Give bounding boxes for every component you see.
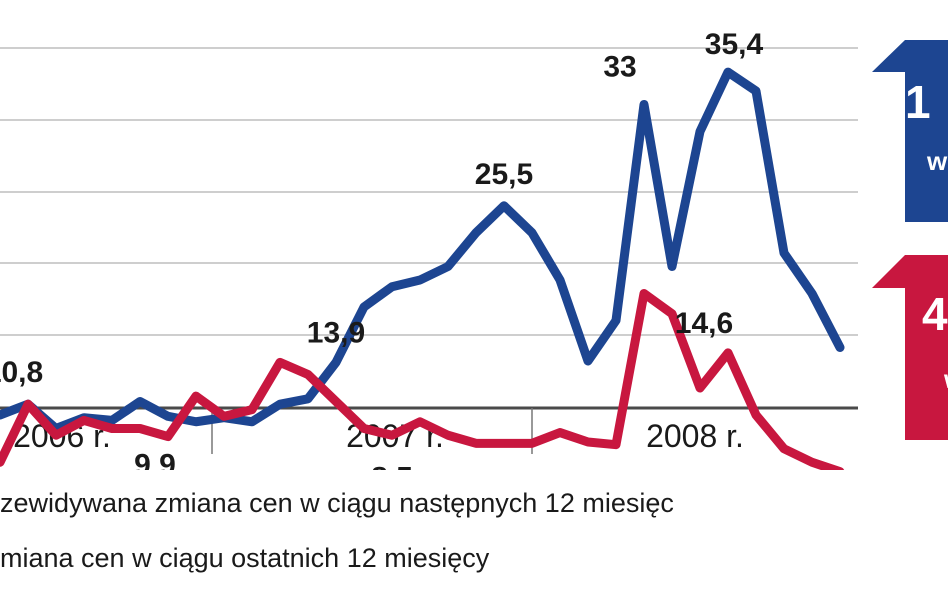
side-badge-subtext: w bbox=[926, 146, 948, 176]
gridlines bbox=[0, 47, 858, 336]
side-badges: 1 w 4 w bbox=[872, 40, 948, 440]
data-labels: 10,89,913,98,525,57,93314,635,4 bbox=[0, 28, 764, 470]
side-badge-1 bbox=[872, 255, 948, 440]
data-label: 25,5 bbox=[475, 158, 533, 191]
data-label: 33 bbox=[603, 51, 636, 84]
legend-blue-series-label: zewidywana zmiana cen w ciągu następnych… bbox=[0, 488, 674, 518]
data-label: 8,5 bbox=[371, 461, 413, 470]
legend-red-series-label: miana cen w ciągu ostatnich 12 miesięcy bbox=[0, 543, 490, 573]
data-label: 14,6 bbox=[675, 307, 733, 340]
side-badge-subtext: w bbox=[943, 364, 948, 394]
data-label: 35,4 bbox=[705, 28, 764, 61]
side-badge-value: 1 bbox=[905, 76, 931, 128]
side-badge-0 bbox=[872, 40, 948, 222]
side-badge-value: 4 bbox=[922, 288, 948, 340]
series-layer bbox=[0, 67, 845, 470]
period-label: 2008 r. bbox=[646, 418, 744, 454]
data-label: 13,9 bbox=[307, 316, 365, 349]
data-label: 9,9 bbox=[134, 448, 176, 470]
price-change-line-chart: 2006 r.2007 r.2008 r. 10,89,913,98,525,5… bbox=[0, 28, 948, 470]
data-label: 10,8 bbox=[0, 356, 43, 389]
